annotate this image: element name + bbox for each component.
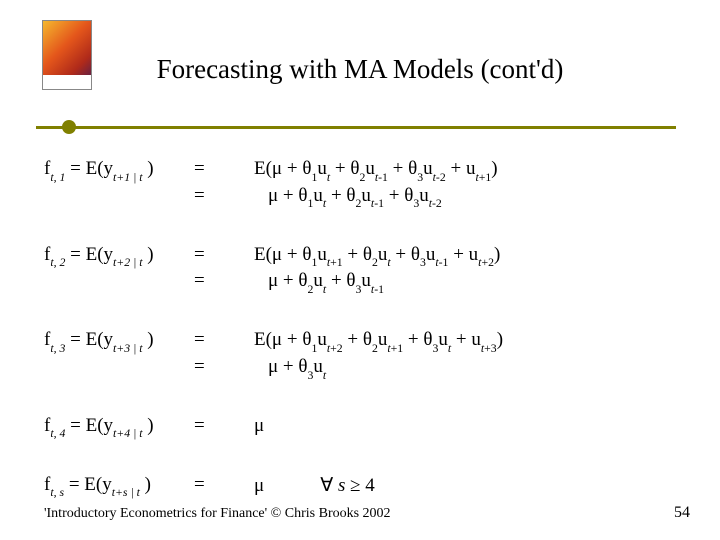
equation-row: ft, 2 = E(yt+2 | t )=E(μ + θ1ut+1 + θ2ut… [44, 244, 684, 269]
equation-rhs: μ + θ1ut + θ2ut-1 + θ3ut-2 [254, 185, 684, 210]
equation-rhs: E(μ + θ1ut + θ2ut-1 + θ3ut-2 + ut+1) [254, 158, 684, 183]
equals-sign: = [194, 329, 254, 351]
page-number: 54 [674, 504, 690, 522]
equation-row: =μ + θ3ut [44, 356, 684, 381]
equals-sign: = [194, 185, 254, 207]
equation-row: =μ + θ2ut + θ3ut-1 [44, 270, 684, 295]
accent-dot [62, 120, 76, 134]
equals-sign: = [194, 415, 254, 437]
equation-lhs: ft, s = E(yt+s | t ) [44, 474, 194, 499]
equals-sign: = [194, 244, 254, 266]
equals-sign: = [194, 474, 254, 496]
equation-row: ft, 1 = E(yt+1 | t )=E(μ + θ1ut + θ2ut-1… [44, 158, 684, 183]
equals-sign: = [194, 270, 254, 292]
accent-line [36, 126, 676, 129]
equation-lhs: ft, 3 = E(yt+3 | t ) [44, 329, 194, 354]
equation-row: ft, 3 = E(yt+3 | t )=E(μ + θ1ut+2 + θ2ut… [44, 329, 684, 354]
equation-lhs: ft, 2 = E(yt+2 | t ) [44, 244, 194, 269]
equation-rhs: μ∀ s ≥ 4 [254, 474, 684, 497]
equation-row: ft, 4 = E(yt+4 | t )=μ [44, 415, 684, 440]
footer-text: 'Introductory Econometrics for Finance' … [44, 506, 391, 522]
equation-rhs: E(μ + θ1ut+1 + θ2ut + θ3ut-1 + ut+2) [254, 244, 684, 269]
equation-row: ft, s = E(yt+s | t )=μ∀ s ≥ 4 [44, 474, 684, 499]
equation-rhs: μ + θ2ut + θ3ut-1 [254, 270, 684, 295]
equals-sign: = [194, 158, 254, 180]
equation-row: =μ + θ1ut + θ2ut-1 + θ3ut-2 [44, 185, 684, 210]
equation-lhs: ft, 4 = E(yt+4 | t ) [44, 415, 194, 440]
equals-sign: = [194, 356, 254, 378]
equation-rhs: μ [254, 415, 684, 437]
equation-rhs: μ + θ3ut [254, 356, 684, 381]
slide-title: Forecasting with MA Models (cont'd) [0, 54, 720, 85]
equations-block: ft, 1 = E(yt+1 | t )=E(μ + θ1ut + θ2ut-1… [44, 158, 684, 498]
equation-rhs: E(μ + θ1ut+2 + θ2ut+1 + θ3ut + ut+3) [254, 329, 684, 354]
equation-lhs: ft, 1 = E(yt+1 | t ) [44, 158, 194, 183]
